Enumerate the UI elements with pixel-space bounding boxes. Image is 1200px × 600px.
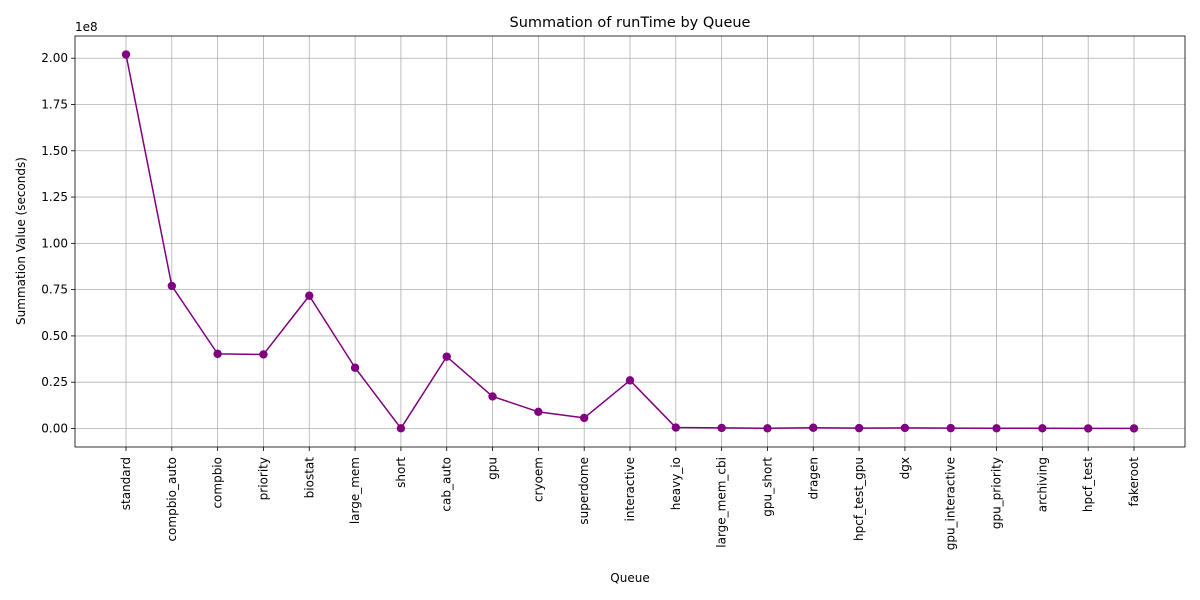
x-axis-label: Queue	[610, 571, 649, 585]
y-tick-label: 1.50	[41, 144, 68, 158]
y-tick-label: 2.00	[41, 51, 68, 65]
data-point	[1083, 424, 1093, 433]
axes: 0.00 0.25 0.50 0.75 1.00 1.25 1.50 1.75 2.00 stan…	[41, 35, 1186, 550]
x-tick-label: large_mem	[348, 457, 362, 524]
data-point	[717, 423, 726, 433]
x-tick-label: gpu_priority	[990, 457, 1004, 529]
x-tick-label: dgx	[898, 457, 912, 479]
x-tick-label: dragen	[806, 457, 820, 500]
data-point	[946, 423, 955, 433]
data-point	[442, 352, 451, 361]
data-point	[992, 424, 1001, 433]
data-point	[763, 424, 772, 433]
data-point	[1129, 424, 1139, 433]
x-tick-label: cryoem	[531, 457, 545, 502]
x-tick-label: interactive	[623, 457, 637, 521]
series	[121, 50, 1139, 433]
x-tick-label: short	[394, 457, 408, 488]
x-tick-label: hpcf_test_gpu	[852, 457, 866, 541]
grid	[75, 36, 1185, 447]
plot-frame	[74, 35, 1186, 448]
y-tick-label: 0.75	[41, 283, 68, 297]
x-tick-label: superdome	[577, 457, 591, 525]
data-point	[1038, 424, 1047, 433]
data-point	[259, 350, 268, 359]
data-point	[854, 423, 864, 433]
x-tick-label: gpu_interactive	[944, 457, 958, 550]
x-tick-label: priority	[256, 457, 270, 500]
y-tick-label: 0.00	[41, 421, 68, 435]
data-point	[900, 423, 910, 433]
y-tick-label: 1.00	[41, 236, 68, 250]
data-point	[488, 392, 497, 401]
y-axis-label: Summation Value (seconds)	[14, 157, 28, 325]
y-tick-label: 1.25	[41, 190, 68, 204]
x-tick-label: cab_auto	[440, 457, 454, 512]
data-point	[534, 407, 543, 417]
y-offset-text: 1e8	[75, 20, 98, 34]
x-tick-label: gpu	[486, 457, 500, 480]
data-point	[625, 376, 635, 385]
y-tick-label: 0.25	[41, 375, 68, 389]
data-point	[167, 281, 177, 291]
data-point	[213, 349, 222, 359]
x-tick-label: heavy_io	[669, 457, 683, 510]
x-tick-label: biostat	[302, 457, 316, 499]
x-tick-label: fakeroot	[1127, 457, 1141, 507]
data-point	[579, 413, 589, 423]
x-tick-label: large_mem_cbi	[715, 457, 729, 548]
data-point	[671, 423, 681, 432]
chart-title: Summation of runTime by Queue	[510, 15, 751, 31]
x-tick-label: archiving	[1035, 457, 1049, 512]
y-tick-label: 0.50	[41, 329, 68, 343]
data-point	[809, 423, 818, 432]
x-tick-label: hpcf_test	[1081, 457, 1095, 512]
x-tick-label: compbio	[211, 457, 225, 509]
data-point	[305, 291, 314, 300]
x-tick-label: standard	[119, 457, 133, 510]
data-point	[121, 50, 131, 59]
data-point	[350, 363, 360, 372]
y-tick-label: 1.75	[41, 98, 68, 112]
x-tick-label: compbio_auto	[165, 457, 179, 542]
data-point	[396, 424, 406, 433]
x-tick-label: gpu_short	[760, 457, 774, 517]
